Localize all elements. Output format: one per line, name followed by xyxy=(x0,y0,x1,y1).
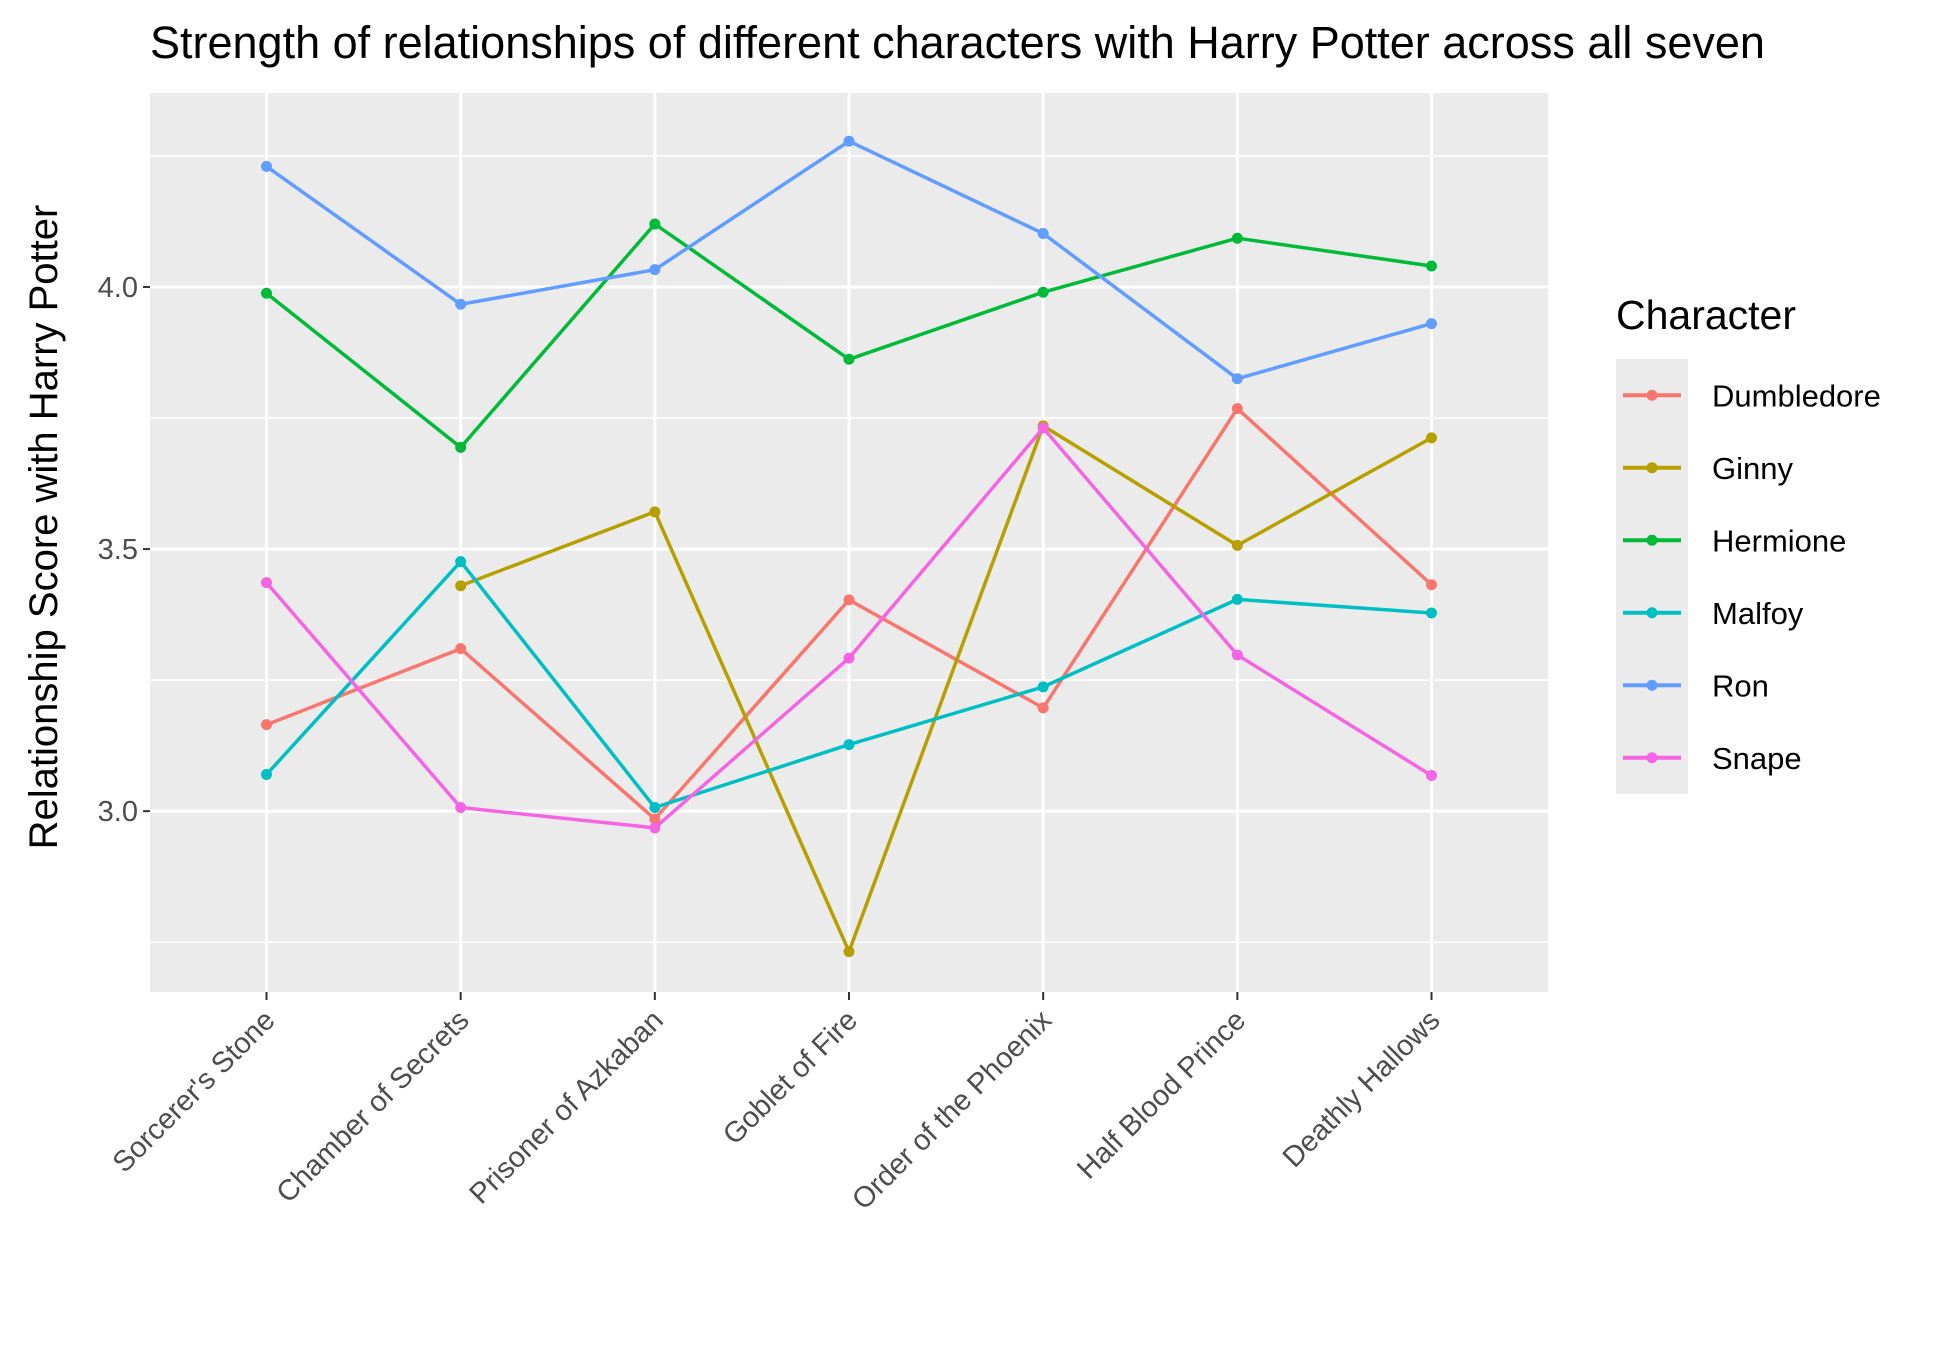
data-point-ron xyxy=(1426,318,1437,330)
series-line-ginny xyxy=(460,424,1433,954)
x-tick-label: Deathly Hallows xyxy=(1277,1004,1447,1174)
legend-label-malfoy: Malfoy xyxy=(1712,596,1804,631)
data-point-hermione xyxy=(649,218,661,230)
grid-major xyxy=(150,93,1548,992)
series-points xyxy=(261,135,1437,958)
y-tick-label: 4.0 xyxy=(98,272,138,304)
data-point-ginny xyxy=(1231,539,1243,551)
y-tick-label: 3.0 xyxy=(98,796,138,828)
data-point-dumbledore xyxy=(261,719,272,731)
legend-key-point xyxy=(1646,534,1658,546)
data-point-ron xyxy=(1231,373,1243,385)
data-point-ron xyxy=(843,135,855,147)
data-point-hermione xyxy=(261,287,272,299)
data-point-ron xyxy=(649,264,661,276)
data-point-ginny xyxy=(1426,432,1437,444)
data-point-ron xyxy=(261,160,272,172)
legend-key-point xyxy=(1646,462,1658,474)
data-point-ginny xyxy=(843,946,855,958)
data-point-malfoy xyxy=(843,739,855,751)
data-point-snape xyxy=(843,652,855,664)
data-point-snape xyxy=(1231,649,1243,661)
data-point-snape xyxy=(1426,770,1437,782)
data-point-malfoy xyxy=(649,801,661,813)
data-point-hermione xyxy=(455,441,467,453)
data-point-ron xyxy=(1037,227,1049,239)
legend-key-point xyxy=(1646,607,1658,619)
data-point-dumbledore xyxy=(1231,403,1243,415)
data-point-malfoy xyxy=(455,556,467,568)
data-point-dumbledore xyxy=(1426,579,1437,591)
data-point-snape xyxy=(261,577,272,589)
data-point-dumbledore xyxy=(455,643,467,655)
legend-title: Character xyxy=(1616,292,1796,338)
x-tick-label: Goblet of Fire xyxy=(717,1004,864,1151)
data-point-dumbledore xyxy=(843,594,855,606)
legend-key-background xyxy=(1616,359,1688,794)
x-tick-label: Chamber of Secrets xyxy=(271,1004,476,1209)
data-point-snape xyxy=(455,801,467,813)
x-tick-label: Sorcerer's Stone xyxy=(107,1004,282,1179)
legend-label-ron: Ron xyxy=(1712,668,1769,703)
legend-key-point xyxy=(1646,679,1658,691)
legend-key-point xyxy=(1646,752,1658,764)
data-point-dumbledore xyxy=(1037,702,1049,714)
data-point-malfoy xyxy=(1037,681,1049,693)
data-point-malfoy xyxy=(261,768,272,780)
x-tick-label: Prisoner of Azkaban xyxy=(464,1004,670,1210)
data-point-hermione xyxy=(1037,286,1049,298)
legend-key-point xyxy=(1646,389,1658,401)
chart-title: Strength of relationships of different c… xyxy=(150,17,1765,68)
data-point-snape xyxy=(1037,422,1049,434)
y-axis-label: Relationship Score with Harry Potter xyxy=(22,205,66,850)
data-point-dumbledore xyxy=(649,813,661,825)
x-tick-label: Half Blood Prince xyxy=(1071,1004,1252,1185)
legend-label-ginny: Ginny xyxy=(1712,451,1793,486)
y-axis: 3.0 3.5 4.0 xyxy=(98,272,150,828)
legend: Dumbledore Ginny Hermione Malfoy Ron Snape xyxy=(1616,359,1881,794)
x-tick-label: Order of the Phoenix xyxy=(846,1004,1058,1216)
data-point-snape xyxy=(649,822,661,834)
data-point-hermione xyxy=(1231,232,1243,244)
data-point-ginny xyxy=(649,506,661,518)
data-point-ron xyxy=(455,298,467,310)
data-point-hermione xyxy=(1426,260,1437,272)
legend-label-hermione: Hermione xyxy=(1712,523,1846,558)
data-point-ginny xyxy=(455,580,467,592)
data-point-hermione xyxy=(843,353,855,365)
legend-label-dumbledore: Dumbledore xyxy=(1712,378,1881,413)
data-point-malfoy xyxy=(1426,607,1437,619)
data-point-malfoy xyxy=(1231,593,1243,605)
y-tick-label: 3.5 xyxy=(98,534,138,566)
legend-label-snape: Snape xyxy=(1712,741,1802,776)
